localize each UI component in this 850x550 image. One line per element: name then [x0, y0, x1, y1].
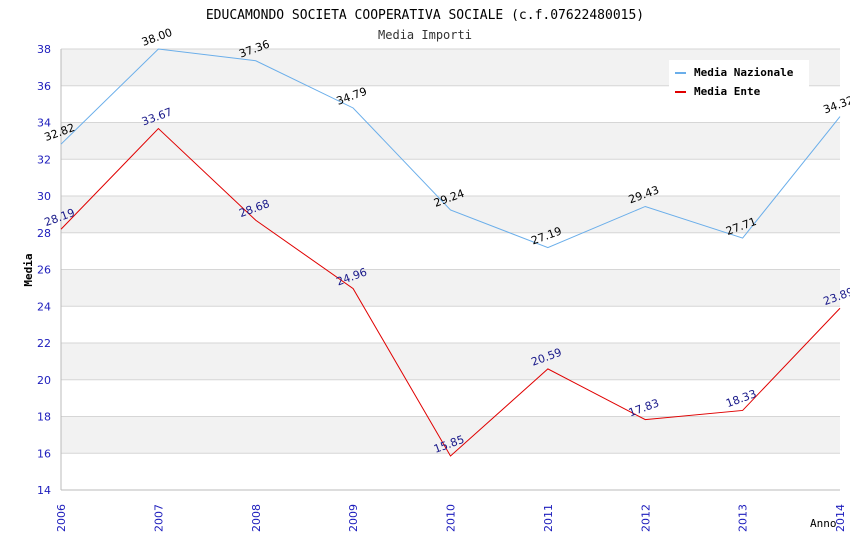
- x-tick-label: 2010: [445, 504, 458, 532]
- x-tick-labels: 2006 2007 2008 2009 2010 2011 2012 2013 2014: [55, 504, 847, 532]
- grid-band: [61, 416, 840, 454]
- x-tick-label: 2006: [55, 504, 68, 532]
- y-tick-label: 24: [37, 300, 51, 313]
- x-tick-label: 2012: [639, 504, 652, 532]
- chart-subtitle: Media Importi: [378, 28, 472, 42]
- x-axis-label: Anno: [810, 517, 837, 530]
- data-label: 18.33: [724, 387, 758, 410]
- grid-band: [61, 269, 840, 307]
- y-axis-label: Media: [22, 253, 35, 286]
- x-tick-label: 2009: [347, 504, 360, 532]
- data-label: 34.79: [335, 85, 369, 108]
- y-tick-label: 18: [37, 411, 51, 424]
- y-tick-label: 16: [37, 447, 51, 460]
- grid-bands: [61, 49, 840, 454]
- axes: [60, 49, 840, 491]
- chart-title: EDUCAMONDO SOCIETA COOPERATIVA SOCIALE (…: [206, 8, 644, 23]
- legend-label: Media Nazionale: [694, 66, 794, 79]
- y-tick-labels: 14 16 18 20 22 24 26 28 30 32 34 36 38: [37, 43, 51, 497]
- series-line: [60, 48, 841, 249]
- series-lines: [60, 48, 841, 457]
- y-tick-label: 32: [37, 153, 51, 166]
- data-label: 34.32: [822, 93, 850, 116]
- y-tick-label: 38: [37, 43, 51, 56]
- legend-label: Media Ente: [694, 85, 761, 98]
- series-line: [60, 127, 841, 457]
- x-tick-label: 2011: [542, 504, 555, 532]
- legend-box: [669, 60, 809, 100]
- y-tick-label: 14: [37, 484, 51, 497]
- y-tick-label: 26: [37, 264, 51, 277]
- grid-band: [61, 122, 840, 160]
- x-tick-label: 2013: [737, 504, 750, 532]
- y-tick-label: 30: [37, 190, 51, 203]
- y-tick-label: 20: [37, 374, 51, 387]
- legend: Media Nazionale Media Ente: [669, 60, 809, 100]
- x-tick-label: 2014: [834, 504, 847, 532]
- data-label: 38.00: [140, 26, 174, 49]
- x-tick-label: 2007: [152, 504, 165, 532]
- y-tick-label: 22: [37, 337, 51, 350]
- grid-band: [61, 343, 840, 380]
- data-label: 17.83: [627, 396, 661, 419]
- y-tick-label: 34: [37, 117, 51, 130]
- y-tick-label: 36: [37, 80, 51, 93]
- y-tick-label: 28: [37, 227, 51, 240]
- gridlines: [61, 48, 840, 491]
- x-tick-label: 2008: [250, 504, 263, 532]
- grid-band: [61, 196, 840, 233]
